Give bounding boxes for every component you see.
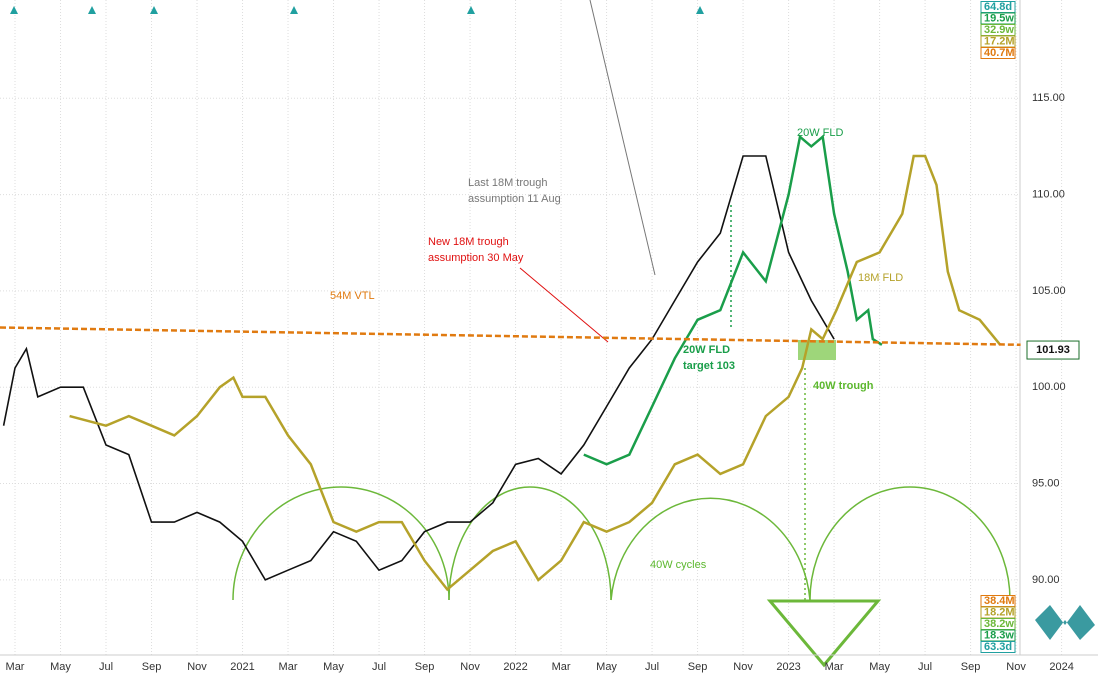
cycle-label: 38.4M <box>984 595 1015 607</box>
annotation: 54M VTL <box>330 290 375 302</box>
x-tick-label: Mar <box>552 661 571 673</box>
trough-triangle <box>766 599 882 668</box>
annotation: assumption 11 Aug <box>468 193 561 205</box>
y-tick-label: 90.00 <box>1032 574 1060 586</box>
annotation: 20W FLD <box>683 344 730 356</box>
x-tick-label: Mar <box>6 661 25 673</box>
x-tick-label: 2022 <box>503 661 527 673</box>
y-tick-label: 115.00 <box>1032 92 1065 104</box>
y-tick-label: 105.00 <box>1032 285 1066 297</box>
series-line <box>583 134 883 466</box>
x-tick-label: Jul <box>645 661 659 673</box>
cycle-label: 40.7M <box>984 47 1015 59</box>
x-tick-label: Jul <box>99 661 113 673</box>
x-tick-label: Mar <box>279 661 298 673</box>
marker <box>696 6 704 14</box>
marker <box>150 6 158 14</box>
logo <box>1035 605 1095 640</box>
cycle-label: 17.2M <box>984 35 1015 47</box>
cycle-label: 18.2M <box>984 606 1015 618</box>
arc <box>610 497 811 601</box>
x-tick-label: Sep <box>688 661 708 673</box>
cycle-label: 32.9w <box>984 24 1014 36</box>
cycle-arcs <box>232 486 1011 601</box>
arc <box>232 486 450 601</box>
annotation: New 18M trough <box>428 236 509 248</box>
cycle-label: 18.3w <box>984 629 1014 641</box>
cycle-label: 38.2w <box>984 618 1014 630</box>
x-tick-label: Mar <box>825 661 844 673</box>
top-markers <box>10 6 704 14</box>
series-line <box>2 155 835 581</box>
marker <box>10 6 18 14</box>
x-tick-label: 2024 <box>1049 661 1073 673</box>
price-tag-label: 101.93 <box>1036 344 1070 356</box>
cycle-label: 63.3d <box>984 641 1012 653</box>
arc <box>809 486 1011 601</box>
annotation: assumption 30 May <box>428 252 524 264</box>
x-tick-label: Nov <box>187 661 207 673</box>
x-tick-label: Sep <box>415 661 435 673</box>
series-line <box>69 154 1002 592</box>
cycle-box <box>980 641 1016 653</box>
cycle-box <box>980 47 1016 59</box>
annotation: 20W FLD <box>797 127 844 139</box>
logo-shape <box>1035 605 1095 640</box>
cycle-label: 64.8d <box>984 1 1012 13</box>
x-tick-label: Jul <box>918 661 932 673</box>
annotation: target 103 <box>683 360 735 372</box>
pointer <box>519 267 609 343</box>
x-tick-label: 2021 <box>230 661 254 673</box>
annotation: Last 18M trough <box>468 177 548 189</box>
cycle-label: 19.5w <box>984 12 1014 24</box>
x-tick-label: May <box>869 661 890 673</box>
marker <box>290 6 298 14</box>
annotation: 18M FLD <box>858 272 903 284</box>
x-tick-label: Nov <box>1006 661 1026 673</box>
x-tick-label: Nov <box>733 661 753 673</box>
grid <box>0 0 1063 655</box>
marker <box>467 6 475 14</box>
x-tick-label: Sep <box>961 661 981 673</box>
x-tick-label: Nov <box>460 661 480 673</box>
series-line <box>0 326 1021 347</box>
marker <box>88 6 96 14</box>
annotation: 40W trough <box>813 380 874 392</box>
x-tick-label: May <box>323 661 344 673</box>
x-tick-label: Sep <box>142 661 162 673</box>
x-tick-label: May <box>50 661 71 673</box>
y-tick-label: 110.00 <box>1032 188 1065 200</box>
x-tick-label: Jul <box>372 661 386 673</box>
pointer <box>589 0 656 276</box>
y-tick-label: 100.00 <box>1032 381 1066 393</box>
arc <box>448 486 612 601</box>
annotation: 40W cycles <box>650 559 707 571</box>
y-tick-label: 95.00 <box>1032 477 1060 489</box>
x-tick-label: May <box>596 661 617 673</box>
x-tick-label: 2023 <box>776 661 800 673</box>
price-tag <box>1026 340 1080 360</box>
